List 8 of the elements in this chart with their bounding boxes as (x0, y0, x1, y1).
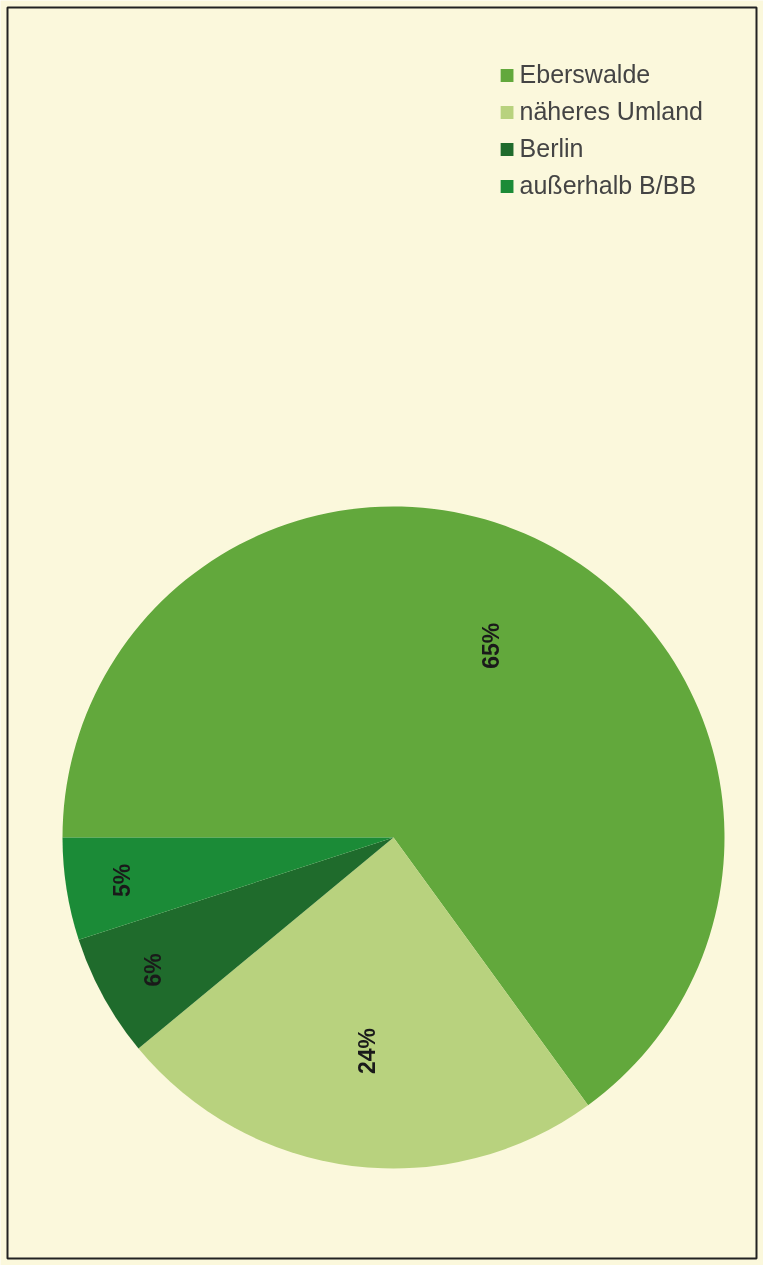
legend-label: außerhalb B/BB (519, 171, 697, 200)
data-label: 5% (109, 863, 136, 898)
legend-label: näheres Umland (519, 97, 703, 126)
data-label: 65% (478, 622, 505, 669)
data-label: 24% (353, 1027, 380, 1074)
legend-label: Eberswalde (519, 60, 651, 89)
legend-label: Berlin (519, 134, 584, 163)
data-label: 6% (139, 953, 166, 987)
